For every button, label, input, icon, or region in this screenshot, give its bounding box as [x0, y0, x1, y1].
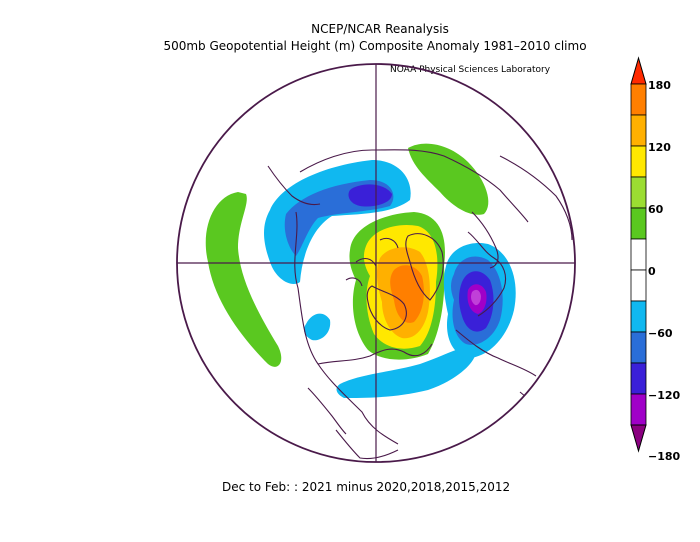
negative-anomaly-atlantic — [336, 345, 477, 398]
credit-label: NOAA Physical Sciences Laboratory — [390, 65, 551, 75]
colorbar-bottom-arrow — [630, 424, 647, 453]
colorbar-cell — [630, 114, 647, 147]
colorbar-top-arrow — [630, 56, 647, 85]
colorbar-cell — [630, 300, 647, 333]
colorbar-label-180: 180 — [648, 79, 671, 92]
colorbar-cell — [630, 238, 647, 271]
colorbar-cell — [630, 269, 647, 302]
coast-africa — [519, 391, 555, 453]
coast-alaska — [267, 165, 321, 206]
colorbar — [630, 56, 647, 453]
colorbar-label-120: 120 — [648, 141, 671, 154]
coast-siberia — [299, 149, 529, 223]
colorbar-label-neg120: −120 — [648, 389, 681, 402]
colorbar-label-neg180: −180 — [648, 450, 681, 463]
colorbar-label-0: 0 — [648, 265, 656, 278]
positive-anomaly-siberia — [408, 143, 489, 215]
coast-south-america — [335, 429, 399, 460]
colorbar-cell — [630, 393, 647, 426]
negative-anomaly-west — [304, 313, 331, 341]
period-caption: Dec to Feb: : 2021 minus 2020,2018,2015,… — [222, 480, 511, 494]
colorbar-cell — [630, 176, 647, 209]
coast-central-america — [307, 387, 347, 435]
colorbar-cell — [630, 207, 647, 240]
colorbar-label-60: 60 — [648, 203, 664, 216]
coast-europe — [455, 231, 537, 377]
coast-asia — [499, 155, 573, 241]
colorbar-cell — [630, 145, 647, 178]
negative-anomaly-alaska-core — [348, 184, 392, 207]
coast-arctic-islands — [345, 237, 399, 287]
coast-scandinavia — [471, 211, 499, 269]
chart-subtitle: 500mb Geopotential Height (m) Composite … — [163, 39, 587, 53]
colorbar-label-neg60: −60 — [648, 327, 673, 340]
colorbar-cell — [630, 83, 647, 116]
coast-hudson — [366, 285, 407, 331]
positive-anomaly-pacific — [205, 192, 282, 367]
globe-outline — [176, 63, 576, 463]
colorbar-cell — [630, 331, 647, 364]
coast-greenland — [405, 233, 444, 301]
anomaly-field — [205, 143, 516, 398]
chart-title: NCEP/NCAR Reanalysis — [311, 22, 449, 36]
colorbar-cell — [630, 362, 647, 395]
negative-anomaly-europe-peak — [471, 289, 481, 306]
